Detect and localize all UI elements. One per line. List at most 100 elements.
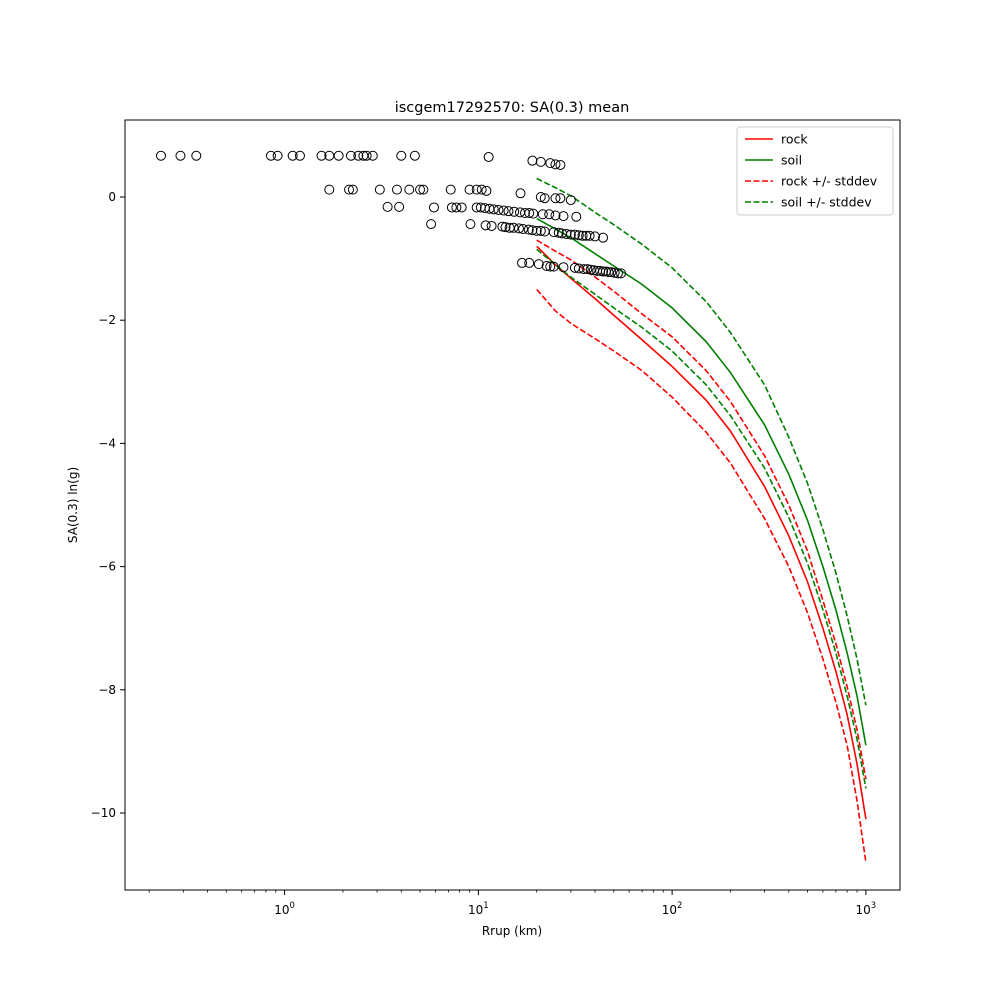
observation-point [577,230,588,241]
plot-frame [124,119,901,891]
observation-point [476,184,487,195]
observation-point [545,158,556,169]
x-axis-title: Rrup (km) [482,924,542,938]
observation-point [333,150,344,161]
series-line-6 [536,248,867,789]
observation-point [488,204,499,215]
observation-point [456,202,467,213]
observation-point [367,150,378,161]
observation-point [550,193,561,204]
observation-point [451,202,462,213]
observation-point [533,259,544,270]
observation-point [347,184,358,195]
observation-point [374,184,385,195]
x-tick-label: 103 [856,901,877,917]
observation-point [612,268,623,279]
observation-point [493,204,504,215]
observation-point [471,202,482,213]
series-line-2 [536,217,867,746]
observation-point [509,206,520,217]
observation-point [553,227,564,238]
observation-point [578,264,589,275]
observation-point [486,220,497,231]
observation-point [535,225,546,236]
observation-point [548,261,559,272]
observation-point [590,231,601,242]
x-tick-label: 102 [662,901,683,917]
observation-point [565,195,576,206]
y-tick-label: −6 [98,560,116,574]
series-line-4 [536,288,867,863]
observation-point [555,193,566,204]
observation-point [394,201,405,212]
observation-point [569,229,580,240]
observation-point [446,202,457,213]
observation-point [550,210,561,221]
observation-point [508,222,519,233]
observation-point [265,150,276,161]
observation-point [465,219,476,230]
observation-point [609,267,620,278]
observation-point [382,201,393,212]
observation-point [598,266,609,277]
observation-point [316,150,327,161]
plot-area [155,150,867,863]
legend-label: rock +/- stddev [781,174,878,189]
observation-point [272,150,283,161]
observation-point [396,150,407,161]
observation-point [155,150,166,161]
observation-point [606,267,617,278]
observation-point [498,205,509,216]
observation-point [571,211,582,222]
observation-point [287,150,298,161]
observation-point [523,224,534,235]
series-line-5 [536,177,867,706]
legend: rock soil rock +/- stddev soil +/- stddev [736,126,894,216]
series-line-1 [536,245,867,820]
observation-point [517,257,528,268]
observation-point [558,211,569,222]
observation-point [353,150,364,161]
observation-point [483,151,494,162]
legend-label: rock [781,132,808,147]
observation-point [294,150,305,161]
observation-point [585,264,596,275]
y-tick-label: −8 [98,683,116,697]
observation-point [361,150,372,161]
observation-point [541,260,552,271]
observation-point [480,220,491,231]
observation-point [561,228,572,239]
observation-point [616,268,627,279]
observation-point [428,202,439,213]
chart-title: iscgem17292570: SA(0.3) mean [395,100,630,116]
observation-point [582,264,593,275]
observation-point [598,232,609,243]
y-axis: 0 −2 −4 −6 −8 −10 [91,190,125,820]
observation-point [324,184,335,195]
observation-point [531,225,542,236]
y-tick-label: −4 [98,436,116,450]
observation-point [545,261,556,272]
x-tick-label: 101 [468,901,489,917]
observation-point [527,225,538,236]
observation-point [537,209,548,220]
observation-point [535,156,546,167]
observation-point [518,224,529,235]
observation-point [555,159,566,170]
observation-point [573,230,584,241]
observation-point [550,159,561,170]
observation-point [539,193,550,204]
x-tick-label: 100 [274,901,295,917]
observation-point [544,209,555,220]
observation-point [409,150,420,161]
legend-box [736,126,894,216]
y-tick-label: −2 [98,313,116,327]
observation-point [535,192,546,202]
observation-point [500,222,511,233]
observation-point [584,230,595,241]
observation-point [418,184,429,195]
observation-point [404,184,415,195]
observation-point [344,184,355,195]
legend-label: soil [781,153,802,168]
y-tick-label: −10 [91,806,116,820]
